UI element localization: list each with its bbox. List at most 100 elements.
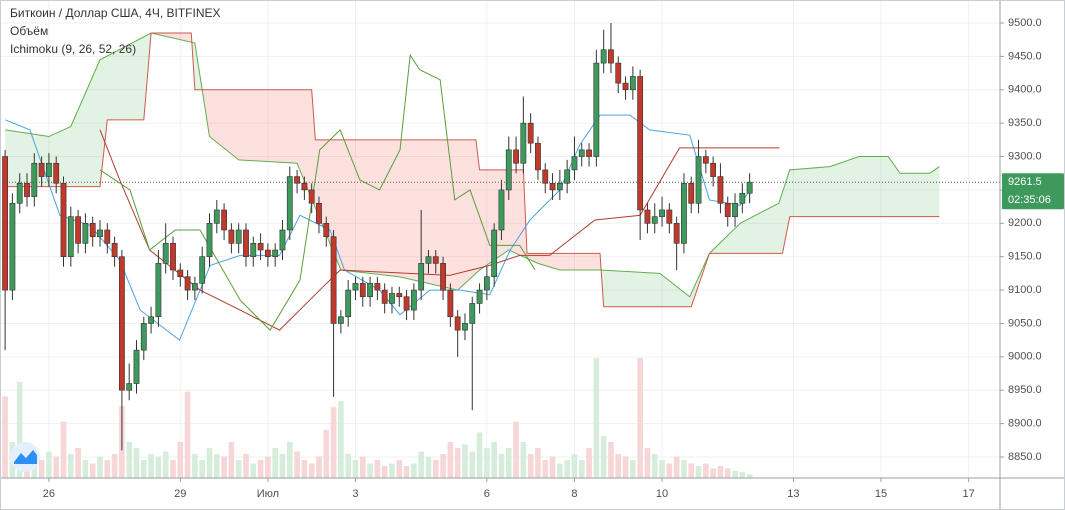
volume-bar	[38, 460, 45, 478]
candle-body	[191, 283, 198, 291]
candle-body	[374, 283, 381, 291]
volume-bar	[221, 456, 227, 478]
volume-bar	[148, 454, 154, 478]
volume-bar	[535, 448, 541, 478]
candle-body	[549, 182, 556, 191]
candle-body	[2, 156, 9, 291]
candle-body	[89, 223, 96, 237]
candle-body	[418, 263, 425, 291]
volume-bar	[286, 442, 293, 478]
volume-bar	[367, 463, 373, 478]
volume-bar	[703, 463, 709, 478]
candle-body	[600, 49, 607, 64]
candle-body	[440, 263, 446, 291]
candle-body	[498, 189, 505, 231]
candle-body	[279, 229, 286, 251]
indicator-line	[99, 53, 536, 331]
y-tick-label: 9150.0	[1008, 251, 1042, 263]
y-tick-label: 9450.0	[1008, 50, 1042, 62]
cloud-span-a	[5, 32, 940, 298]
volume-bar	[447, 442, 454, 478]
candle-body	[535, 142, 541, 171]
cloud-fill	[190, 33, 203, 90]
volume-bar	[432, 460, 439, 478]
volume-bar	[60, 421, 67, 478]
candle-body	[345, 289, 352, 318]
candle-body	[53, 162, 60, 184]
candle-body	[301, 182, 308, 191]
volume-bar	[520, 442, 527, 478]
candle-body	[264, 249, 271, 257]
volume-bar	[688, 463, 695, 478]
volume-bar	[381, 466, 388, 478]
volume-bar	[710, 468, 716, 478]
volume-bar	[250, 463, 257, 478]
y-tick-label: 9400.0	[1008, 84, 1042, 96]
candle-body	[250, 243, 257, 257]
candle-body	[389, 293, 395, 304]
volume-bar	[345, 454, 351, 478]
chart-title: Биткоин / Доллар США, 4Ч, BITFINEX	[10, 6, 221, 20]
volume-bar	[279, 454, 286, 478]
volume-bar	[213, 454, 220, 478]
volume-bar	[571, 454, 578, 478]
volume-bar	[206, 448, 213, 478]
candle-body	[615, 62, 622, 84]
volume-bar	[739, 472, 746, 478]
volume-bar	[68, 454, 74, 478]
candle-body	[323, 223, 330, 237]
candle-body	[367, 283, 373, 298]
y-tick-label: 9500.0	[1008, 17, 1042, 29]
volume-bar	[578, 460, 585, 478]
candle-body	[469, 303, 476, 324]
x-tick-label: 17	[962, 488, 974, 500]
volume-bar	[257, 460, 264, 478]
candle-body	[9, 202, 16, 291]
candle-body	[228, 229, 235, 244]
candle-body	[505, 149, 512, 191]
volume-bar	[644, 448, 651, 478]
y-tick-label: 9000.0	[1008, 351, 1042, 363]
candle-body	[666, 209, 673, 224]
volume-bar	[527, 454, 534, 478]
countdown-label: 02:35:06	[1008, 194, 1051, 206]
indicator-line	[4, 114, 751, 341]
volume-bar	[746, 474, 753, 478]
volume-bar	[557, 463, 563, 478]
candle-body	[578, 149, 585, 157]
volume-bar	[111, 454, 118, 478]
indicator-label: Ichimoku (9, 26, 52, 26)	[10, 42, 136, 56]
candle-body	[104, 229, 111, 244]
candle-body	[462, 323, 468, 331]
candle-body	[60, 182, 67, 257]
x-tick-label: 3	[352, 488, 358, 500]
volume-bar	[695, 466, 702, 478]
volume-bar	[316, 456, 322, 478]
candle-body	[527, 122, 534, 144]
volume-bar	[162, 451, 169, 478]
candle-body	[38, 162, 45, 177]
candle-body	[513, 149, 519, 164]
volume-bar	[323, 430, 330, 478]
volume-bar	[265, 456, 271, 478]
y-tick-label: 9300.0	[1008, 150, 1042, 162]
volume-bar	[82, 460, 89, 478]
volume-bar	[155, 456, 162, 478]
candle-body	[75, 216, 82, 244]
volume-bar	[630, 460, 636, 478]
volume-bar	[549, 456, 556, 478]
y-tick-label: 8950.0	[1008, 384, 1042, 396]
volume-bar	[140, 460, 147, 478]
candle-body	[520, 122, 527, 164]
candle-body	[133, 349, 140, 384]
volume-bar	[97, 456, 103, 478]
volume-bar	[724, 468, 731, 478]
candle-body	[425, 256, 432, 264]
candle-body	[746, 181, 753, 194]
candle-body	[673, 223, 680, 244]
x-tick-label: 8	[571, 488, 577, 500]
candle-body	[476, 289, 483, 304]
candle-body	[732, 202, 738, 217]
candle-body	[286, 176, 293, 231]
volume-bar	[476, 432, 483, 478]
